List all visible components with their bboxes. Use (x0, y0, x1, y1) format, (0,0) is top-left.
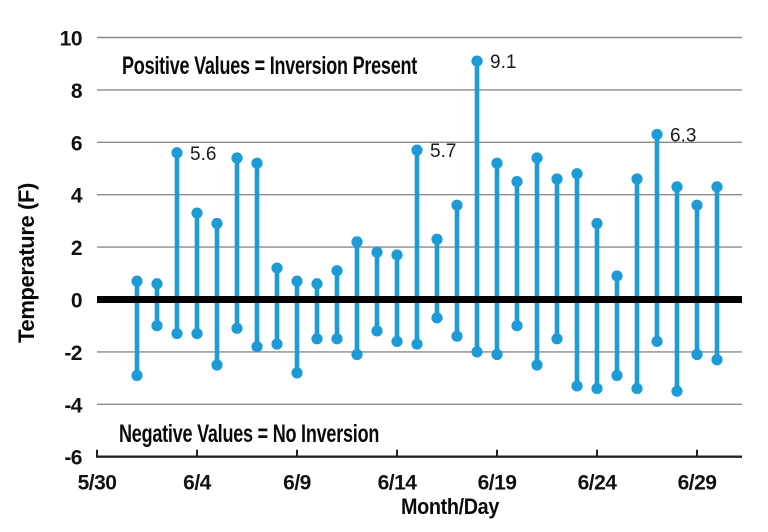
stem-min-dot (271, 338, 283, 350)
y-tick-label: 0 (71, 290, 82, 313)
stem-max-dot (151, 278, 163, 290)
x-tick-label: 6/29 (678, 472, 717, 495)
stem-max-dot (211, 217, 223, 230)
negative-values-annotation: Negative Values = No Inversion (119, 420, 380, 448)
stem-max-dot (671, 181, 683, 193)
positive-values-annotation: Positive Values = Inversion Present (122, 52, 418, 80)
stem-min-dot (431, 312, 443, 324)
stem-max-dot (251, 157, 263, 169)
stem-max-dot (191, 207, 203, 219)
stem-max-dot (591, 217, 603, 230)
x-axis-title: Month/Day (401, 494, 499, 519)
stem-min-dot (291, 367, 303, 379)
stem-min-dot (571, 380, 583, 392)
stem-min-dot (251, 341, 263, 353)
point-value-label: 6.3 (670, 125, 696, 146)
y-tick-label: -6 (64, 447, 82, 470)
stem-min-dot (591, 382, 603, 395)
y-tick-label: 2 (71, 237, 82, 260)
stem-min-dot (191, 327, 203, 340)
stem-min-dot (551, 333, 563, 345)
stem-max-dot (531, 152, 543, 164)
stem-min-dot (671, 385, 683, 397)
stem-min-dot (371, 325, 383, 337)
x-tick-label: 6/9 (283, 472, 311, 495)
stem-min-dot (491, 348, 503, 361)
stem-max-dot (611, 270, 623, 282)
stem-min-dot (451, 330, 463, 342)
stem-min-dot (131, 369, 143, 382)
stem-max-dot (451, 199, 463, 211)
stem-min-dot (311, 333, 323, 345)
stem-min-dot (611, 369, 623, 382)
stem-min-dot (391, 335, 403, 348)
y-tick-label: 4 (71, 185, 83, 208)
stem-max-dot (291, 275, 303, 287)
stem-min-dot (631, 382, 643, 395)
stem-max-dot (491, 157, 503, 169)
y-tick-label: -4 (64, 394, 82, 417)
stem-min-dot (651, 335, 663, 348)
stem-min-dot (331, 333, 343, 345)
stem-min-dot (471, 346, 483, 358)
stem-min-dot (511, 320, 523, 332)
point-value-label: 9.1 (490, 52, 516, 73)
stem-min-dot (531, 359, 543, 371)
x-tick-label: 6/14 (378, 472, 418, 495)
y-axis-title: Temperature (F) (14, 183, 39, 343)
stem-max-dot (131, 275, 143, 287)
y-tick-label: 8 (71, 80, 83, 103)
stem-max-dot (371, 246, 383, 258)
stem-max-dot (331, 265, 343, 277)
stem-min-dot (231, 322, 243, 334)
stem-min-dot (411, 338, 423, 350)
stem-min-dot (211, 359, 223, 371)
stem-min-dot (171, 327, 183, 340)
x-tick-label: 6/19 (478, 472, 517, 495)
stem-min-dot (711, 354, 723, 366)
stem-max-dot (311, 278, 323, 290)
stem-max-dot (571, 168, 583, 180)
x-tick-label: 6/4 (183, 472, 212, 495)
stem-max-dot (391, 249, 403, 261)
stem-max-dot (431, 233, 443, 245)
stem-max-dot (711, 181, 723, 193)
stem-max-dot (691, 199, 703, 211)
y-tick-label: 6 (71, 132, 82, 155)
x-tick-label: 6/24 (578, 472, 618, 495)
stem-max-dot (171, 147, 183, 159)
stem-max-dot (631, 173, 643, 185)
x-tick-label: 5/30 (78, 472, 117, 495)
y-tick-label: -2 (64, 342, 82, 365)
stem-max-dot (271, 262, 283, 274)
point-value-label: 5.6 (190, 144, 216, 165)
point-value-label: 5.7 (430, 141, 456, 162)
stem-min-dot (691, 348, 703, 361)
stem-min-dot (351, 348, 363, 361)
stem-min-dot (151, 320, 163, 332)
stem-max-dot (551, 173, 563, 185)
stem-max-dot (651, 128, 663, 141)
y-tick-label: 10 (60, 28, 82, 51)
stem-max-dot (351, 236, 363, 248)
stem-max-dot (411, 144, 423, 156)
stem-max-dot (471, 55, 483, 67)
stem-max-dot (231, 152, 243, 164)
stem-max-dot (511, 176, 523, 188)
